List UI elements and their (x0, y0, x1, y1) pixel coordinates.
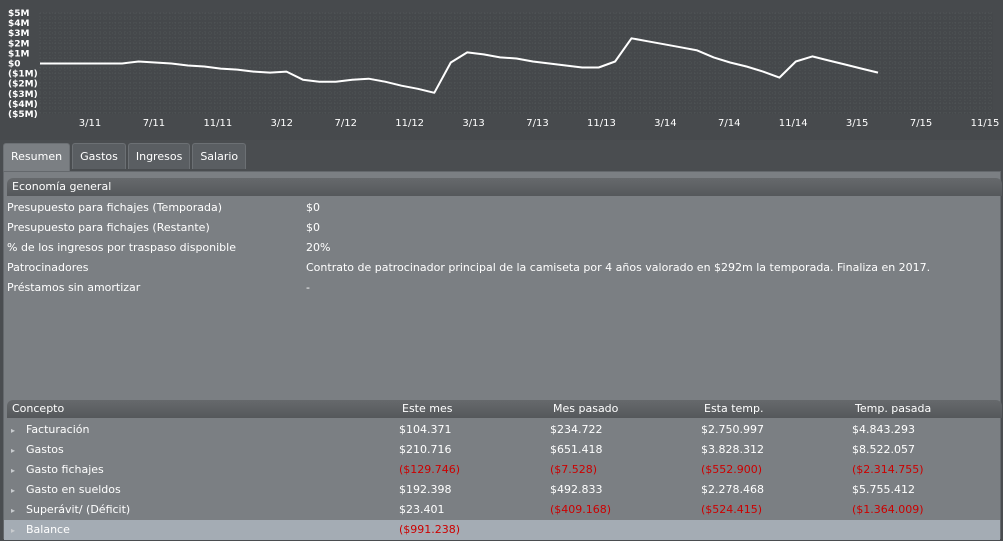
x-tick-label: 7/13 (526, 118, 548, 129)
economy-row-label: % de los ingresos por traspaso disponibl… (7, 241, 236, 254)
x-tick-label: 3/13 (462, 118, 484, 129)
column-header-esta-temp[interactable]: Esta temp. (704, 402, 764, 415)
y-tick-label: ($1M) (8, 70, 38, 80)
x-tick-label: 7/14 (718, 118, 740, 129)
summary-row[interactable]: ▸ Superávit/ (Déficit) $23.401 ($409.168) ($… (4, 500, 1000, 520)
x-tick-label: 11/11 (203, 118, 232, 129)
x-tick-label: 7/11 (143, 118, 165, 129)
economy-row: % de los ingresos por traspaso disponibl… (4, 238, 1000, 258)
economy-row-value: $0 (306, 201, 320, 214)
economy-row: Préstamos sin amortizar - (4, 278, 1000, 298)
summary-cell: $23.401 (399, 503, 445, 516)
economy-row-value: Contrato de patrocinador principal de la… (306, 261, 931, 274)
x-tick-label: 3/14 (654, 118, 676, 129)
x-tick-label: 11/12 (395, 118, 424, 129)
plot-area (40, 13, 993, 114)
tab-bar: Resumen Gastos Ingresos Salario (3, 143, 248, 171)
tab-resumen[interactable]: Resumen (3, 143, 71, 171)
y-tick-label: $4M (8, 19, 30, 29)
summary-row-label: Superávit/ (Déficit) (26, 503, 131, 516)
finance-chart: $5M $4M $3M $2M $1M $0 ($1M) ($2M) ($3M) ($4M) ($5… (0, 0, 1003, 140)
y-tick-label: ($2M) (8, 80, 38, 90)
summary-row-label: Gastos (26, 443, 64, 456)
balance-series-line (40, 37, 879, 94)
row-expand-icon[interactable]: ▸ (11, 446, 16, 455)
summary-table-header: Concepto Este mes Mes pasado Esta temp. … (7, 400, 1002, 418)
column-header-este-mes[interactable]: Este mes (402, 402, 453, 415)
economy-row-label: Presupuesto para fichajes (Restante) (7, 221, 210, 234)
summary-cell: $651.418 (550, 443, 603, 456)
balance-line-chart: $5M$4M$3M$2M$1M$0($1M)($2M)($3M)($4M)($5… (8, 9, 1000, 129)
x-tick-label: 3/11 (79, 118, 101, 129)
summary-row[interactable]: ▸ Gastos $210.716 $651.418 $3.828.312 $8.522.… (4, 440, 1000, 460)
economy-row: Presupuesto para fichajes (Restante) $0 (4, 218, 1000, 238)
economy-section-header: Economía general (7, 178, 1002, 196)
summary-cell: $234.722 (550, 423, 603, 436)
x-tick-label: 11/13 (587, 118, 616, 129)
summary-cell: $492.833 (550, 483, 603, 496)
summary-cell: ($129.746) (399, 463, 461, 476)
summary-cell: $3.828.312 (701, 443, 764, 456)
summary-row[interactable]: ▸ Gasto fichajes ($129.746) ($7.528) ($552.9… (4, 460, 1000, 480)
summary-cell: ($409.168) (550, 503, 612, 516)
row-expand-icon[interactable]: ▸ (11, 506, 16, 515)
summary-row[interactable]: ▸ Facturación $104.371 $234.722 $2.750.997 $4… (4, 420, 1000, 440)
row-expand-icon[interactable]: ▸ (11, 526, 16, 535)
summary-row-label: Gasto en sueldos (26, 483, 121, 496)
summary-cell: $104.371 (399, 423, 452, 436)
column-header-concepto[interactable]: Concepto (12, 402, 65, 415)
row-expand-icon[interactable]: ▸ (11, 486, 16, 495)
x-tick-label: 11/15 (971, 118, 1000, 129)
summary-cell: ($2.314.755) (852, 463, 924, 476)
summary-cell: ($1.364.009) (852, 503, 924, 516)
economy-row-value: $0 (306, 221, 320, 234)
x-tick-label: 7/12 (334, 118, 356, 129)
summary-row-label: Facturación (26, 423, 90, 436)
tab-gastos[interactable]: Gastos (72, 143, 126, 169)
x-tick-label: 11/14 (779, 118, 808, 129)
summary-cell: $2.278.468 (701, 483, 764, 496)
y-tick-label: $0 (8, 60, 21, 70)
x-tick-label: 3/12 (271, 118, 293, 129)
economy-row-value: 20% (306, 241, 331, 254)
x-tick-label: 7/15 (910, 118, 932, 129)
summary-cell: $5.755.412 (852, 483, 915, 496)
economy-row: Patrocinadores Contrato de patrocinador … (4, 258, 1000, 278)
summary-panel: Economía general Presupuesto para fichaj… (3, 171, 1002, 540)
summary-cell: ($552.900) (701, 463, 763, 476)
y-tick-label: $1M (8, 49, 30, 59)
y-tick-label: ($4M) (8, 100, 38, 110)
summary-row[interactable]: ▸ Gasto en sueldos $192.398 $492.833 $2.278.… (4, 480, 1000, 500)
economy-row-value: - (306, 281, 310, 294)
tab-ingresos[interactable]: Ingresos (127, 143, 191, 169)
y-tick-label: $3M (8, 29, 30, 39)
economy-row: Presupuesto para fichajes (Temporada) $0 (4, 198, 1000, 218)
y-tick-label: ($3M) (8, 90, 38, 100)
summary-row-label: Gasto fichajes (26, 463, 104, 476)
column-header-temp-pasada[interactable]: Temp. pasada (855, 402, 932, 415)
summary-cell: $210.716 (399, 443, 452, 456)
x-tick-label: 3/15 (846, 118, 868, 129)
summary-cell: $192.398 (399, 483, 452, 496)
tab-salario[interactable]: Salario (192, 143, 247, 169)
y-tick-label: $5M (8, 9, 30, 19)
summary-cell: ($524.415) (701, 503, 763, 516)
economy-table: Presupuesto para fichajes (Temporada) $0… (4, 198, 1000, 394)
y-tick-label: $2M (8, 39, 30, 49)
economy-row-label: Patrocinadores (7, 261, 89, 274)
column-header-mes-pasado[interactable]: Mes pasado (553, 402, 619, 415)
economy-row-label: Presupuesto para fichajes (Temporada) (7, 201, 223, 214)
summary-cell: ($991.238) (399, 523, 461, 536)
summary-cell: $4.843.293 (852, 423, 915, 436)
row-expand-icon[interactable]: ▸ (11, 466, 16, 475)
summary-cell: ($7.528) (550, 463, 598, 476)
summary-row[interactable]: ▸ Balance ($991.238) (4, 520, 1000, 540)
summary-row-label: Balance (26, 523, 70, 536)
row-expand-icon[interactable]: ▸ (11, 426, 16, 435)
summary-cell: $8.522.057 (852, 443, 915, 456)
economy-row-label: Préstamos sin amortizar (7, 281, 141, 294)
summary-cell: $2.750.997 (701, 423, 764, 436)
y-tick-label: ($5M) (8, 110, 38, 120)
